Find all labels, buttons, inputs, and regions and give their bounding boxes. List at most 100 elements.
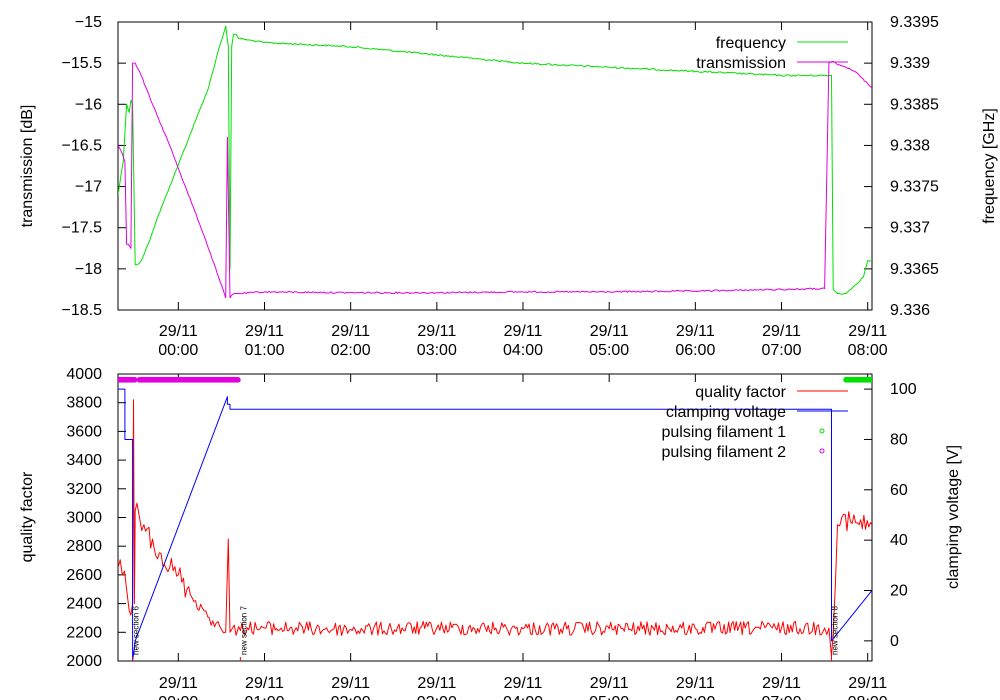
bottom-left-axis-title: quality factor <box>19 471 36 562</box>
legend-swatch-pulsing-filament-2 <box>819 448 825 454</box>
y-tick-label: −17.5 <box>62 220 103 237</box>
top-series-lines <box>118 25 872 299</box>
legend-label-pulsing-filament-2: pulsing filament 2 <box>661 444 786 461</box>
x-tick-date-label: 29/11 <box>331 675 370 692</box>
x-tick-date-label: 29/11 <box>159 323 198 340</box>
series-clamping-voltage-line <box>118 388 872 661</box>
y2-tick-label: 60 <box>890 482 908 499</box>
y2-tick-label: 20 <box>890 583 908 600</box>
top-right-axis-title: frequency [GHz] <box>981 108 998 224</box>
series-quality-factor-line <box>118 399 872 658</box>
x-tick-time-label: 04:00 <box>503 694 543 700</box>
y-tick-label: 3800 <box>66 395 102 412</box>
x-tick-date-label: 29/11 <box>245 323 284 340</box>
x-tick-time-label: 05:00 <box>589 694 629 700</box>
legend-label-quality-factor: quality factor <box>695 384 786 401</box>
y2-tick-label: 9.3375 <box>890 179 939 196</box>
section-marker-label: new section 6 <box>132 606 141 655</box>
y-tick-label: 3600 <box>66 423 102 440</box>
x-tick-time-label: 07:00 <box>761 694 801 700</box>
y2-tick-label: 9.339 <box>890 55 930 72</box>
top-axis-ticks: −15 −15.5 −16 −16.5 −17 −17.5 −18 −18.5 9.3395 9.… <box>62 14 940 359</box>
series-pulsing-filament-1-point <box>869 376 872 383</box>
top-left-axis-title: transmission [dB] <box>19 105 36 228</box>
x-tick-time-label: 04:00 <box>503 342 543 359</box>
x-tick-date-label: 29/11 <box>590 675 629 692</box>
legend-label-frequency: frequency <box>716 35 786 52</box>
y-tick-label: −16 <box>75 96 102 113</box>
y2-tick-label: 9.3395 <box>890 14 939 31</box>
y2-tick-label: 9.3365 <box>890 261 939 278</box>
series-pulsing-filament-2-points <box>118 376 138 383</box>
y-tick-label: 4000 <box>66 366 102 383</box>
y-tick-label: 2200 <box>66 624 102 641</box>
y2-tick-label: 9.338 <box>890 137 930 154</box>
x-tick-date-label: 29/11 <box>417 675 456 692</box>
bottom-legend: quality factor clamping voltage pulsing … <box>661 384 848 461</box>
x-tick-date-label: 29/11 <box>417 323 456 340</box>
transmission-frequency-panel: −15 −15.5 −16 −16.5 −17 −17.5 −18 −18.5 9.3395 9.… <box>19 14 998 359</box>
bottom-right-axis-title: clamping voltage [V] <box>945 445 962 589</box>
y-tick-label: 3000 <box>66 510 102 527</box>
top-legend: frequency transmission <box>696 35 848 72</box>
x-tick-time-label: 00:00 <box>158 342 198 359</box>
legend-label-transmission: transmission <box>696 55 786 72</box>
x-tick-time-label: 05:00 <box>589 342 629 359</box>
bottom-series-lines <box>118 376 872 661</box>
bottom-axis-ticks: 4000 3800 3600 3400 3200 3000 2800 2600 2400 2200… <box>66 366 916 700</box>
top-plot-frame <box>117 21 873 311</box>
x-tick-time-label: 08:00 <box>848 342 888 359</box>
y-tick-label: 2600 <box>66 567 102 584</box>
y-tick-label: −15 <box>75 14 102 31</box>
x-tick-date-label: 29/11 <box>848 675 887 692</box>
y-tick-label: 2400 <box>66 596 102 613</box>
legend-label-pulsing-filament-1: pulsing filament 1 <box>661 424 786 441</box>
x-tick-time-label: 02:00 <box>331 694 371 700</box>
series-pulsing-filament-2-point <box>234 376 241 383</box>
series-clip-group <box>118 25 872 299</box>
y-tick-label: −18.5 <box>62 302 103 319</box>
x-tick-time-label: 02:00 <box>331 342 371 359</box>
y2-tick-label: 100 <box>890 381 917 398</box>
x-tick-date-label: 29/11 <box>676 323 715 340</box>
section-marker-label: new section 8 <box>830 606 839 655</box>
y-tick-label: 2800 <box>66 538 102 555</box>
x-tick-time-label: 01:00 <box>244 342 284 359</box>
y-tick-label: 3200 <box>66 481 102 498</box>
x-tick-time-label: 03:00 <box>417 694 457 700</box>
series-clip-group <box>118 376 872 661</box>
x-tick-date-label: 29/11 <box>590 323 629 340</box>
x-tick-date-label: 29/11 <box>504 323 543 340</box>
y2-tick-label: 40 <box>890 532 908 549</box>
x-tick-date-label: 29/11 <box>762 675 801 692</box>
x-tick-time-label: 00:00 <box>158 694 198 700</box>
quality-clamping-panel: 4000 3800 3600 3400 3200 3000 2800 2600 2400 2200… <box>19 366 962 700</box>
x-tick-date-label: 29/11 <box>676 675 715 692</box>
x-tick-date-label: 29/11 <box>848 323 887 340</box>
series-frequency-line <box>118 25 872 295</box>
x-tick-date-label: 29/11 <box>504 675 543 692</box>
series-pulsing-filament-1-points <box>843 376 872 383</box>
y2-tick-label: 9.3385 <box>890 96 939 113</box>
x-tick-date-label: 29/11 <box>245 675 284 692</box>
y2-tick-label: 0 <box>890 633 899 650</box>
x-tick-time-label: 07:00 <box>761 342 801 359</box>
series-transmission-line <box>118 61 872 299</box>
series-pulsing-filament-2-point <box>131 376 138 383</box>
x-tick-date-label: 29/11 <box>762 323 801 340</box>
x-tick-date-label: 29/11 <box>159 675 198 692</box>
x-tick-time-label: 06:00 <box>675 342 715 359</box>
legend-swatch-pulsing-filament-1 <box>819 428 825 434</box>
y-tick-label: 2000 <box>66 653 102 670</box>
y2-tick-label: 9.336 <box>890 302 930 319</box>
y-tick-label: −16.5 <box>62 137 103 154</box>
x-tick-time-label: 08:00 <box>848 694 888 700</box>
y2-tick-label: 9.337 <box>890 220 930 237</box>
section-marker-label: new section 7 <box>239 606 248 655</box>
y-tick-label: 3400 <box>66 452 102 469</box>
y-tick-label: −15.5 <box>62 55 103 72</box>
y2-tick-label: 80 <box>890 431 908 448</box>
section-markers: new section 6 new section 7 new section 8 <box>132 606 839 661</box>
